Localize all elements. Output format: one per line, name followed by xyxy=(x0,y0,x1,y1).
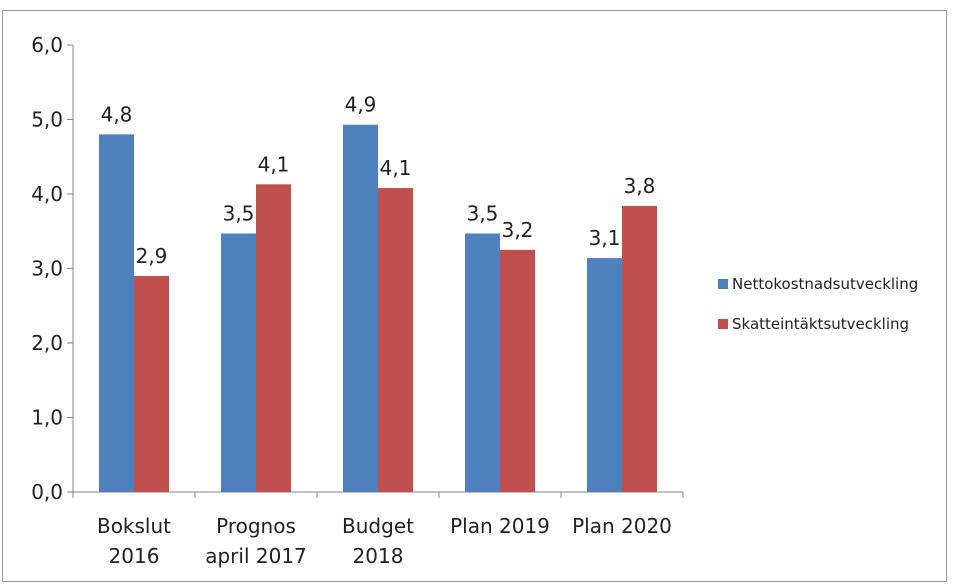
x-category-label: Bokslut 2016 xyxy=(97,514,171,568)
data-label: 4,1 xyxy=(258,152,290,176)
bar xyxy=(378,188,413,493)
legend-label: Nettokostnadsutveckling xyxy=(732,275,918,293)
y-tick-label: 3,0 xyxy=(31,257,63,281)
x-axis: Bokslut 2016 Prognos april 2017 Budget 2018 Pl… xyxy=(72,491,684,568)
bar xyxy=(465,233,500,493)
legend-label: Skatteintäktsutveckling xyxy=(732,315,909,333)
y-tick-label: 0,0 xyxy=(31,480,63,504)
data-label: 2,9 xyxy=(136,244,168,268)
x-category-label: Plan 2019 xyxy=(450,514,550,538)
legend-swatch xyxy=(718,279,728,289)
bar xyxy=(221,233,256,493)
data-labels: 4,82,93,54,14,94,13,53,2 3,13,8 xyxy=(101,93,656,268)
data-label: 3,2 xyxy=(502,218,534,242)
y-tick-label: 1,0 xyxy=(31,406,63,430)
bar xyxy=(134,275,169,492)
data-label: 3,8 xyxy=(624,174,656,198)
bars xyxy=(99,124,657,493)
legend: Nettokostnadsutveckling Skatteintäktsutve… xyxy=(718,275,918,333)
bar xyxy=(256,184,291,492)
data-label: 4,8 xyxy=(101,102,133,126)
bar xyxy=(587,258,622,492)
bar xyxy=(343,124,378,492)
x-category-label: Plan 2020 xyxy=(572,514,672,538)
bar xyxy=(99,134,134,492)
y-tick-label: 4,0 xyxy=(31,182,63,206)
y-tick-label: 5,0 xyxy=(31,108,63,132)
chart-frame xyxy=(2,10,947,582)
data-label: 3,1 xyxy=(589,226,621,250)
bar xyxy=(622,205,657,493)
data-label: 3,5 xyxy=(467,201,499,225)
bar xyxy=(500,249,535,492)
legend-swatch xyxy=(718,319,728,329)
y-axis: 0,0 1,0 2,0 3,0 4,0 5,0 6,0 xyxy=(31,33,74,504)
x-category-label: Budget 2018 xyxy=(342,514,414,568)
data-label: 3,5 xyxy=(223,201,255,225)
data-label: 4,9 xyxy=(345,93,377,117)
y-tick-label: 2,0 xyxy=(31,331,63,355)
y-tick-label: 6,0 xyxy=(31,33,63,57)
data-label: 4,1 xyxy=(380,156,412,180)
x-category-label: Prognos april 2017 xyxy=(205,514,307,568)
